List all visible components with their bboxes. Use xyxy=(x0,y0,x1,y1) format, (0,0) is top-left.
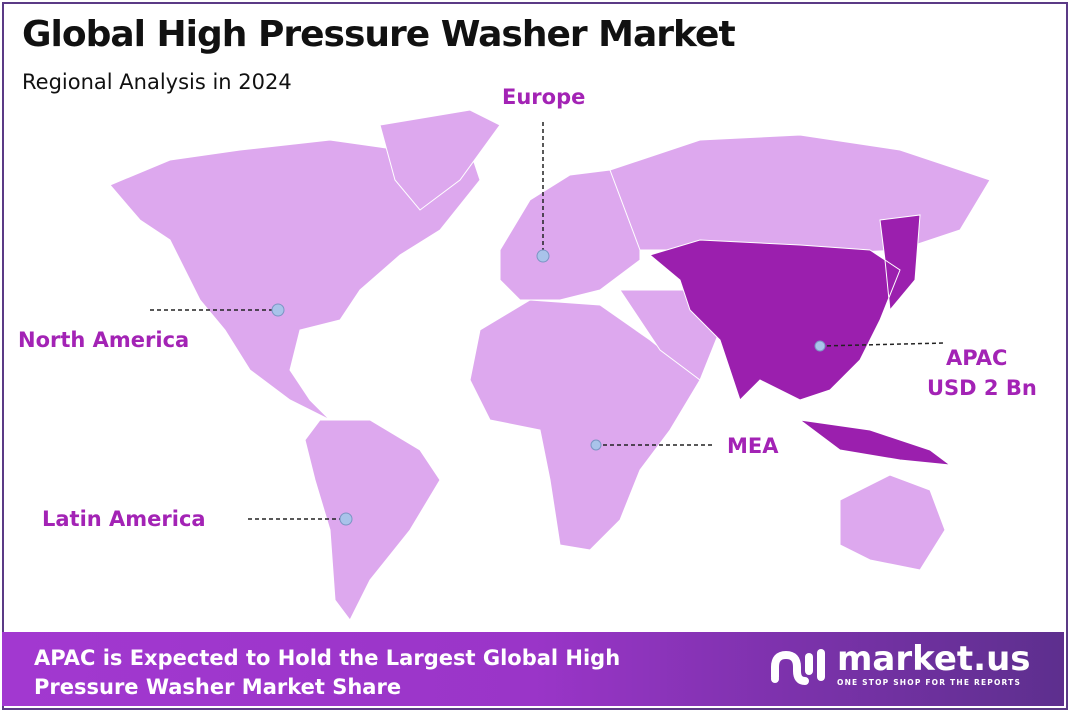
page-title: Global High Pressure Washer Market xyxy=(22,14,736,55)
apac-marker xyxy=(814,340,826,352)
apac-value: USD 2 Bn xyxy=(927,376,1037,400)
europe-shape xyxy=(499,169,641,301)
latin-america-label: Latin America xyxy=(42,507,206,531)
footer-headline: APAC is Expected to Hold the Largest Glo… xyxy=(34,646,621,699)
mea-label: MEA xyxy=(727,434,779,458)
logo-tagline: ONE STOP SHOP FOR THE REPORTS xyxy=(837,678,1022,687)
footer-banner: APAC is Expected to Hold the Largest Glo… xyxy=(2,632,1064,706)
russia-shape xyxy=(609,134,991,256)
greenland-shape xyxy=(379,109,501,211)
europe-label: Europe xyxy=(502,85,586,109)
north-america-shape xyxy=(109,139,481,421)
south-america-shape xyxy=(304,419,441,621)
logo-name: market.us xyxy=(837,639,1031,679)
market-us-logo-icon xyxy=(771,648,825,685)
north-america-marker xyxy=(271,303,285,317)
apac-label: APAC xyxy=(946,346,1008,370)
market-us-logo: market.us ONE STOP SHOP FOR THE REPORTS xyxy=(767,642,1031,687)
apac-shape xyxy=(648,214,952,466)
latin-america-marker xyxy=(339,512,353,526)
europe-marker xyxy=(536,249,550,263)
africa-shape xyxy=(469,299,701,551)
north-america-label: North America xyxy=(18,328,190,352)
australia-shape xyxy=(839,474,946,571)
page-subtitle: Regional Analysis in 2024 xyxy=(22,70,292,94)
mea-marker xyxy=(590,439,602,451)
